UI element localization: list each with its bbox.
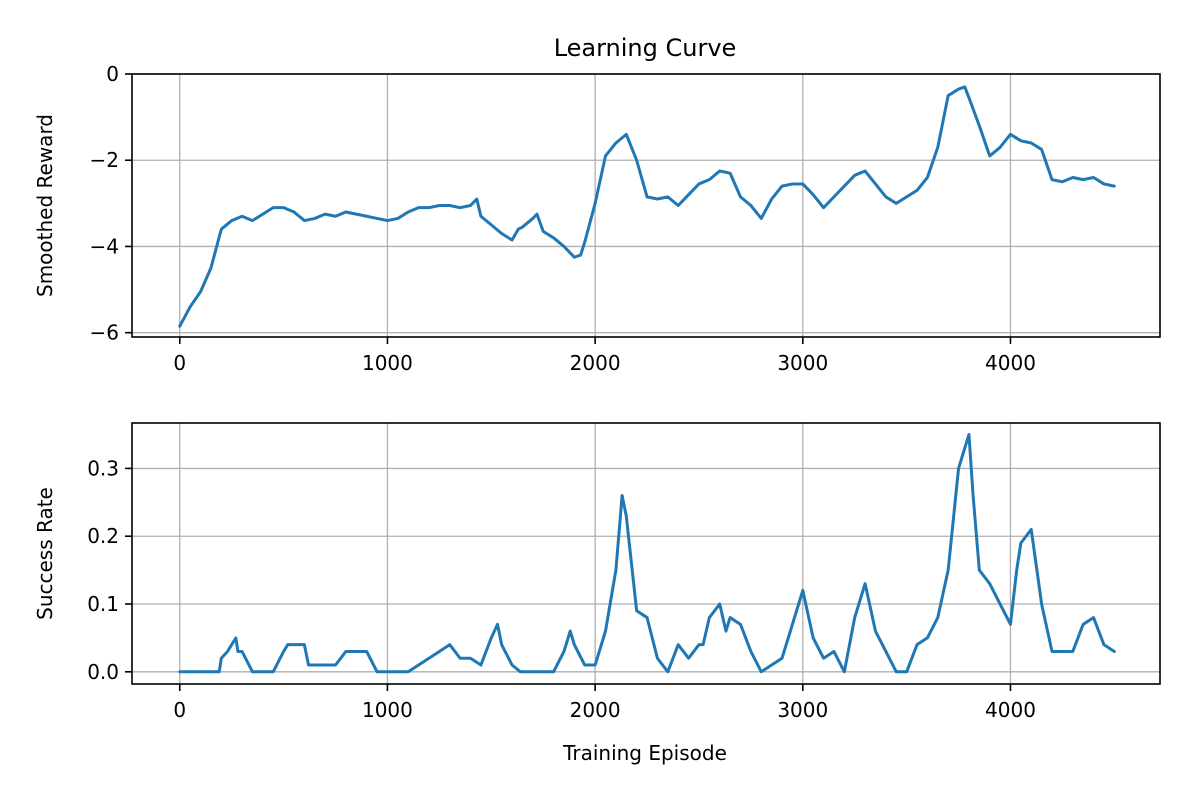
success-rate-axes-frame bbox=[131, 422, 1161, 685]
success-rate-series-line bbox=[178, 433, 1116, 674]
success-rate-x-tick-label: 3000 bbox=[777, 698, 828, 722]
success-rate-x-tick-label: 2000 bbox=[570, 698, 621, 722]
reward-x-tick-label: 3000 bbox=[777, 351, 828, 375]
success-rate-y-tick-label: 0.0 bbox=[87, 660, 119, 684]
reward-series-line bbox=[178, 85, 1116, 328]
success-rate-y-tick-label: 0.3 bbox=[87, 456, 119, 480]
reward-x-tick-label: 2000 bbox=[570, 351, 621, 375]
success-rate-y-tick-label: 0.1 bbox=[87, 592, 119, 616]
reward-x-tick-label: 4000 bbox=[985, 351, 1036, 375]
reward-x-tick-label: 1000 bbox=[362, 351, 413, 375]
success-rate-panel: 0 1000 2000 3000 4000 0.0 0.1 0.2 0.3 Success Rat… bbox=[33, 422, 1161, 722]
reward-y-tick-label: −2 bbox=[90, 148, 119, 172]
reward-y-tick-label: −4 bbox=[90, 234, 119, 258]
success-rate-x-tick-label: 4000 bbox=[985, 698, 1036, 722]
reward-panel: 0 1000 2000 3000 4000 0 −2 −4 −6 Smoothed Reward bbox=[33, 62, 1161, 375]
reward-y-axis-title: Smoothed Reward bbox=[33, 114, 57, 297]
x-axis-title: Training Episode bbox=[562, 741, 727, 765]
success-rate-y-axis-title: Success Rate bbox=[33, 487, 57, 620]
reward-x-tick-label: 0 bbox=[173, 351, 186, 375]
reward-axes-frame bbox=[131, 73, 1161, 338]
chart-title: Learning Curve bbox=[554, 34, 737, 62]
reward-y-tick-label: 0 bbox=[106, 62, 119, 86]
success-rate-y-tick-label: 0.2 bbox=[87, 524, 119, 548]
reward-y-tick-label: −6 bbox=[90, 321, 119, 345]
success-rate-x-tick-label: 1000 bbox=[362, 698, 413, 722]
success-rate-x-tick-label: 0 bbox=[173, 698, 186, 722]
